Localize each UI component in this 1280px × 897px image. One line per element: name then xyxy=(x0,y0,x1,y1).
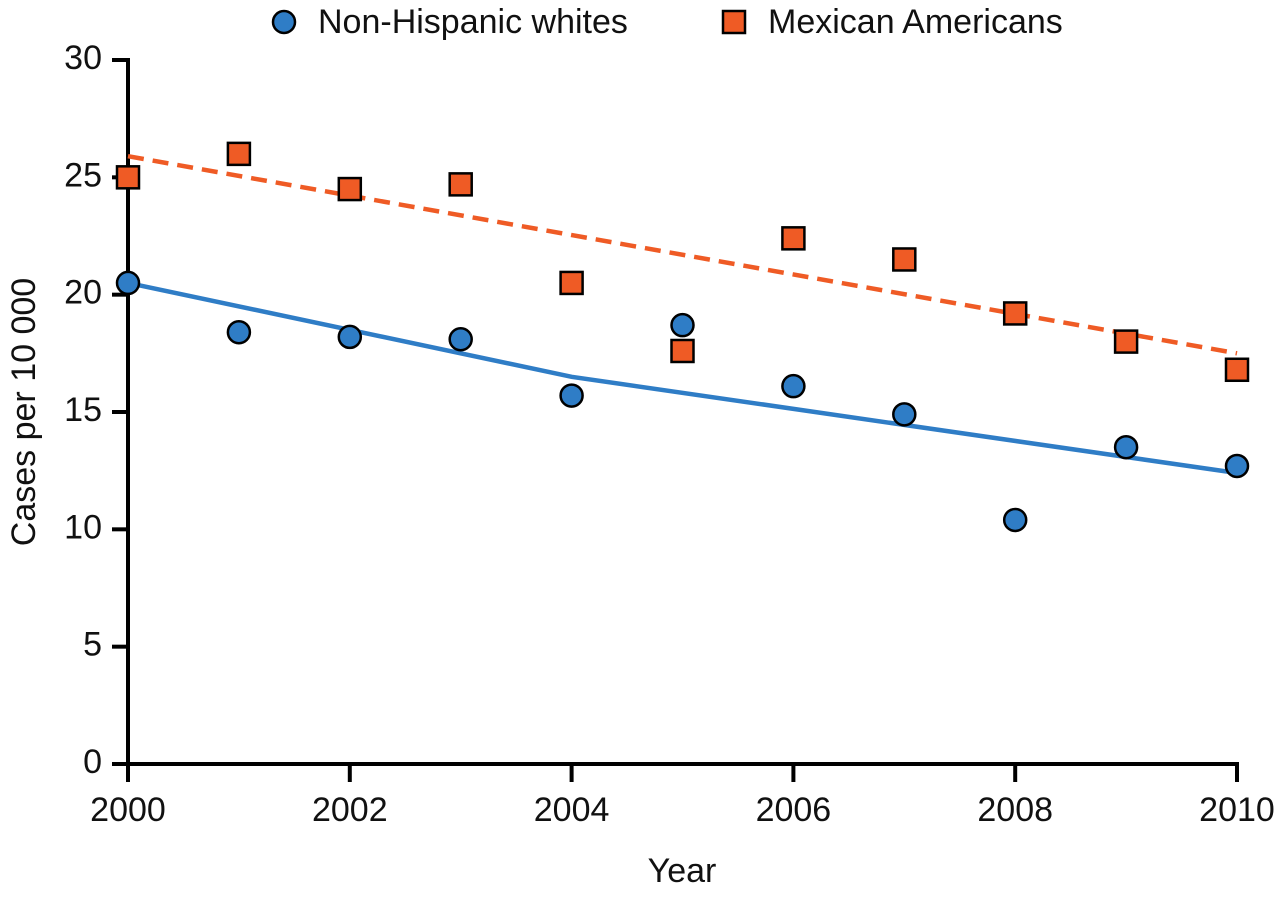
y-tick-label: 10 xyxy=(64,508,102,546)
y-tick-label: 0 xyxy=(83,743,102,781)
square-marker xyxy=(115,165,141,190)
circle-marker xyxy=(1224,453,1250,479)
circle-marker xyxy=(337,324,363,350)
square-marker xyxy=(1113,329,1139,354)
square-marker xyxy=(781,226,806,251)
x-axis-label: Year xyxy=(648,852,717,890)
circle-marker xyxy=(559,383,584,408)
y-axis-label: Cases per 10 000 xyxy=(5,278,43,546)
legend-marker xyxy=(721,9,747,35)
x-tick-label: 2008 xyxy=(977,791,1053,829)
legend-label: Non-Hispanic whites xyxy=(318,3,628,41)
square-marker xyxy=(1224,357,1250,383)
legend-marker xyxy=(271,9,297,35)
trend-line xyxy=(127,280,1238,476)
square-marker xyxy=(670,338,695,364)
circle-marker xyxy=(226,319,252,345)
legend-label: Mexican Americans xyxy=(768,3,1063,41)
circle-marker xyxy=(1113,434,1139,460)
square-marker xyxy=(1002,301,1028,326)
x-tick-label: 2010 xyxy=(1199,791,1275,829)
x-tick-label: 2004 xyxy=(534,791,610,829)
y-tick-label: 25 xyxy=(64,156,102,194)
y-tick-label: 20 xyxy=(64,274,102,312)
trend-line xyxy=(127,153,1238,356)
y-tick-label: 5 xyxy=(83,626,102,664)
circle-marker xyxy=(448,327,473,352)
circle-marker xyxy=(115,270,141,296)
square-marker xyxy=(892,247,917,272)
x-tick-label: 2000 xyxy=(90,791,166,829)
circle-marker xyxy=(1002,507,1028,533)
square-marker xyxy=(448,172,473,197)
square-marker xyxy=(226,141,252,167)
circle-marker xyxy=(670,312,695,338)
x-tick-label: 2002 xyxy=(312,791,388,829)
x-tick-label: 2006 xyxy=(756,791,832,829)
circle-marker xyxy=(781,373,806,399)
circle-marker xyxy=(892,402,917,427)
y-tick-label: 15 xyxy=(64,391,102,429)
square-marker xyxy=(559,270,584,296)
y-tick-label: 30 xyxy=(64,39,102,77)
square-marker xyxy=(337,176,363,202)
